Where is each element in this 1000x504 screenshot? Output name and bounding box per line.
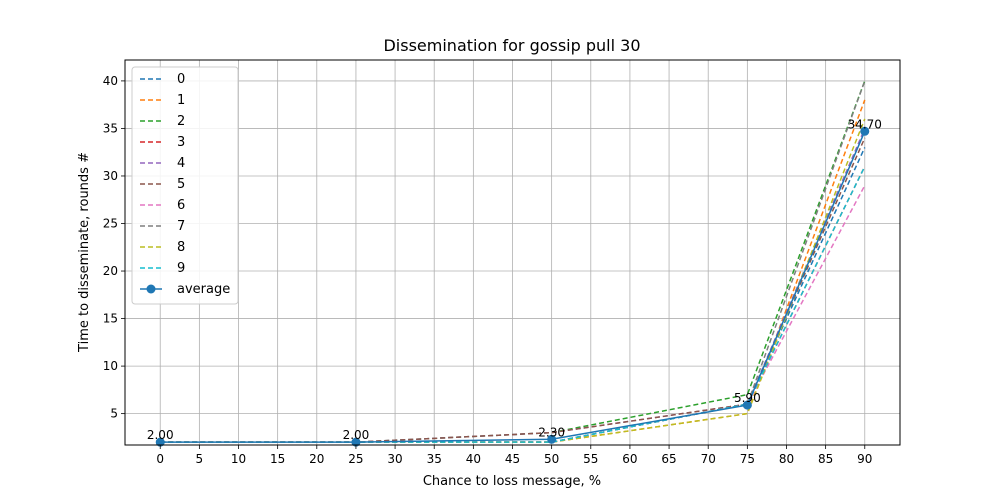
legend-label: 1 [177,93,185,108]
x-tick-label: 55 [583,452,598,466]
legend-label: 5 [177,177,185,192]
legend-label: 6 [177,198,185,213]
legend-label: 9 [177,261,185,276]
y-tick-label: 5 [110,407,118,421]
average-point [351,437,361,447]
x-tick-label: 50 [544,452,559,466]
value-annotation: 34.70 [848,117,882,131]
average-point [547,434,557,444]
value-annotation: 5.90 [734,391,761,405]
series-lines [155,80,870,447]
chart-title: Dissemination for gossip pull 30 [383,36,640,55]
x-tick-label: 5 [196,452,204,466]
x-tick-label: 30 [387,452,402,466]
x-tick-label: 60 [622,452,637,466]
x-tick-label: 90 [857,452,872,466]
y-tick-label: 40 [103,74,118,88]
x-tick-label: 45 [505,452,520,466]
x-tick-label: 85 [818,452,833,466]
legend-label: 4 [177,156,185,171]
data-annotations: 2.00 2.00 2.30 5.90 34.70 [147,117,882,442]
y-tick-label: 25 [103,217,118,231]
x-tick-label: 35 [427,452,442,466]
x-tick-label: 20 [309,452,324,466]
x-axis-label: Chance to loss message, % [423,474,601,489]
value-annotation: 2.00 [147,428,174,442]
x-tick-label: 80 [779,452,794,466]
average-point [742,400,752,410]
y-tick-label: 30 [103,169,118,183]
x-tick-label: 65 [661,452,676,466]
x-tick-label: 15 [270,452,285,466]
y-tick-label: 10 [103,359,118,373]
legend-label: 8 [177,240,185,255]
x-tick-label: 70 [701,452,716,466]
y-axis-label: Time to disseminate, rounds # [77,152,92,353]
legend-label: 2 [177,114,185,129]
grid [125,60,900,445]
y-tick-label: 35 [103,121,118,135]
value-annotation: 2.00 [343,428,370,442]
x-tick-label: 25 [348,452,363,466]
legend-label: 0 [177,72,185,87]
legend-box [131,66,239,305]
legend-label: 3 [177,135,185,150]
average-point [860,126,870,136]
x-tick-label: 75 [740,452,755,466]
x-tick-label: 0 [156,452,164,466]
average-point [155,437,165,447]
legend-marker [146,284,156,294]
axis-ticks: 0 5 10 15 20 25 30 35 40 45 50 55 60 65 70 75 80 85 905101… [103,74,873,466]
x-tick-label: 10 [231,452,246,466]
x-tick-label: 40 [466,452,481,466]
legend-label: average [177,282,230,297]
y-tick-label: 20 [103,264,118,278]
legend: 0 1 2 3 4 5 6 7 8 9 average [131,66,239,305]
y-tick-label: 15 [103,312,118,326]
value-annotation: 2.30 [538,425,565,439]
legend-label: 7 [177,219,185,234]
